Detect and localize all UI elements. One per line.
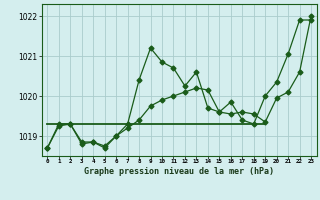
X-axis label: Graphe pression niveau de la mer (hPa): Graphe pression niveau de la mer (hPa) [84, 167, 274, 176]
